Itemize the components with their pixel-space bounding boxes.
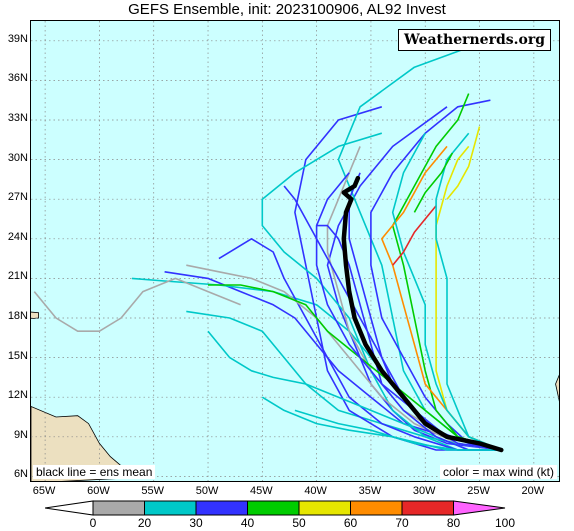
chart-title: GEFS Ensemble, init: 2023100906, AL92 In… [0, 0, 574, 20]
lon-label: 20W [522, 485, 545, 497]
map-panel: Weathernerds.org black line = ens mean c… [30, 20, 560, 482]
colorbar-segment [402, 501, 454, 515]
colorbar-tick-label: 20 [138, 516, 151, 530]
lat-label: 6N [0, 468, 28, 480]
ocean-background [31, 21, 560, 482]
colorbar-arrow-high [454, 501, 506, 515]
lon-label: 60W [87, 485, 110, 497]
colorbar-tick-label: 70 [395, 516, 408, 530]
colorbar-segment [196, 501, 248, 515]
mean-line-note: black line = ens mean [33, 465, 155, 479]
lon-label: 40W [304, 485, 327, 497]
colorbar [45, 499, 525, 517]
lat-label: 24N [0, 231, 28, 243]
lat-label: 12N [0, 389, 28, 401]
brand-logo: Weathernerds.org [398, 29, 551, 51]
lon-label: 50W [196, 485, 219, 497]
colorbar-tick-label: 50 [292, 516, 305, 530]
lat-label: 18N [0, 310, 28, 322]
color-note: color = max wind (kt) [440, 465, 557, 479]
lon-label: 55W [141, 485, 164, 497]
lon-label: 45W [250, 485, 273, 497]
lon-label: 25W [467, 485, 490, 497]
colorbar-segment [93, 501, 145, 515]
lat-label: 27N [0, 191, 28, 203]
colorbar-segment [145, 501, 197, 515]
colorbar-tick-label: 40 [241, 516, 254, 530]
colorbar-tick-label: 60 [344, 516, 357, 530]
colorbar-arrow-low [45, 501, 93, 515]
lat-label: 21N [0, 270, 28, 282]
lat-label: 9N [0, 429, 28, 441]
lat-label: 33N [0, 112, 28, 124]
lon-label: 35W [359, 485, 382, 497]
lat-label: 30N [0, 152, 28, 164]
map-plot [31, 21, 560, 482]
colorbar-segment [248, 501, 300, 515]
colorbar-segment [299, 501, 351, 515]
colorbar-tick-label: 100 [495, 516, 515, 530]
lat-label: 15N [0, 350, 28, 362]
colorbar-segment [351, 501, 403, 515]
lon-label: 30W [413, 485, 436, 497]
lon-label: 65W [33, 485, 56, 497]
colorbar-tick-label: 0 [90, 516, 97, 530]
colorbar-tick-label: 30 [189, 516, 202, 530]
colorbar-tick-label: 80 [447, 516, 460, 530]
lat-label: 39N [0, 33, 28, 45]
lat-label: 36N [0, 72, 28, 84]
